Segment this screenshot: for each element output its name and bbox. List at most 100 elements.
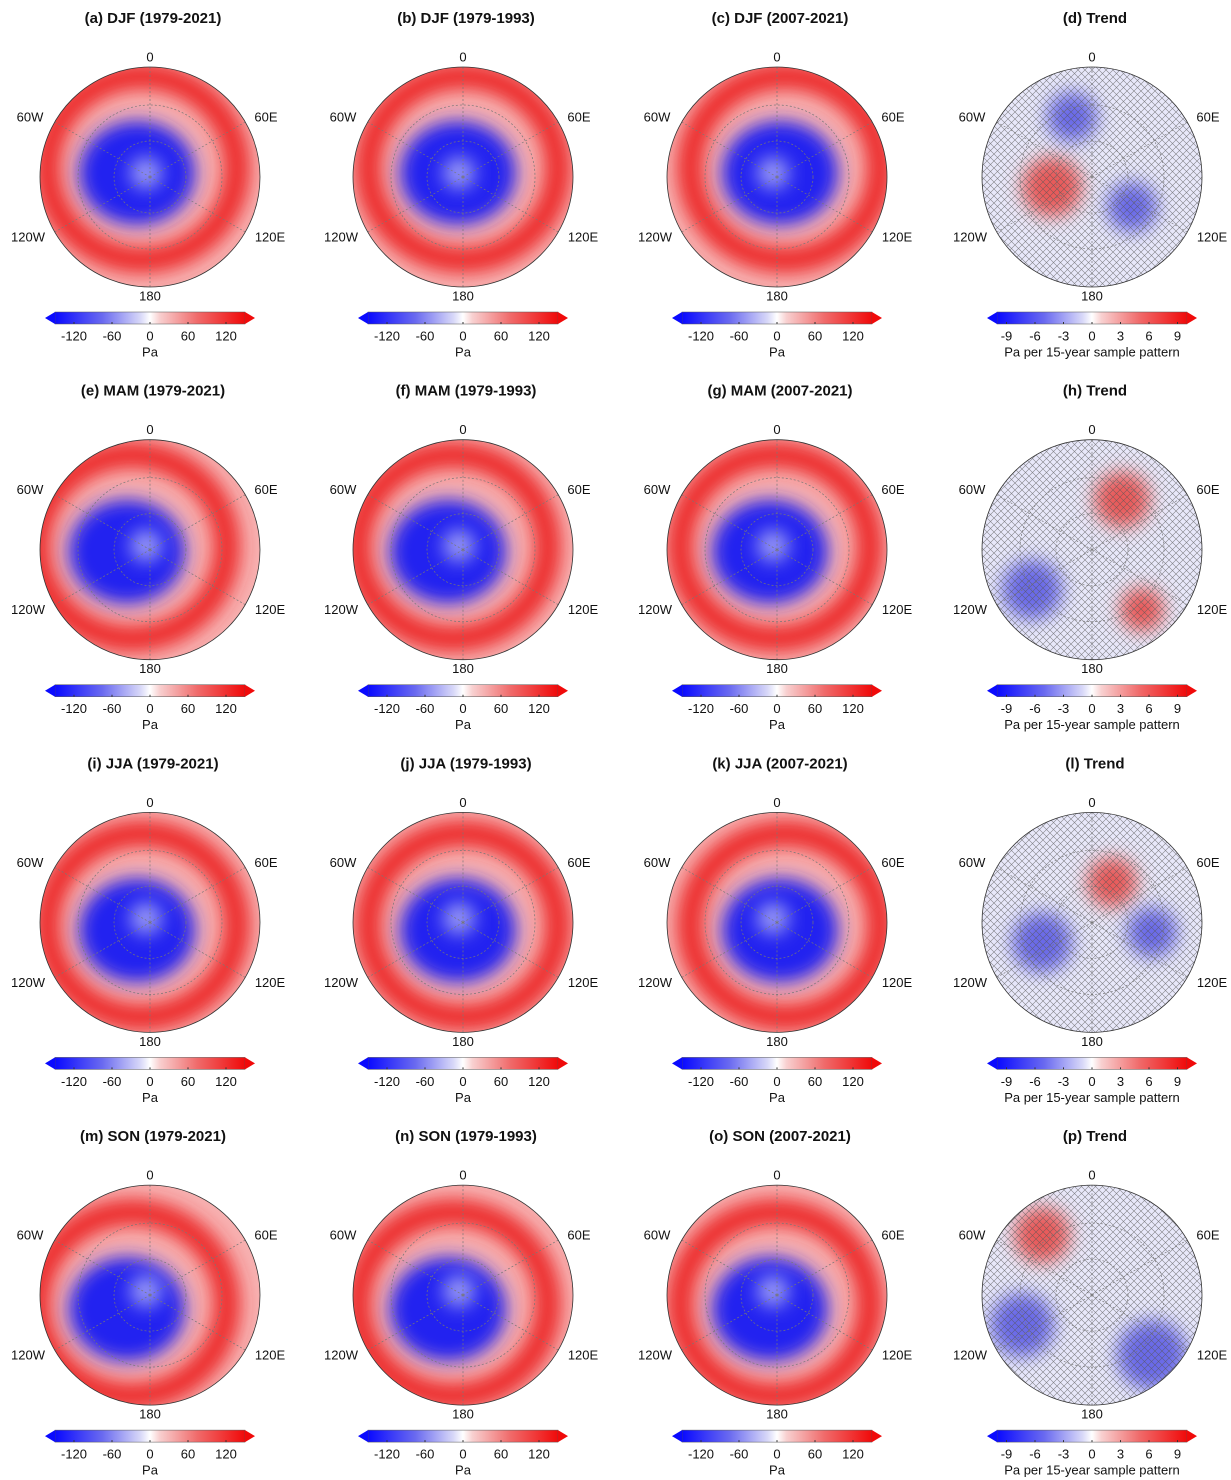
longitude-label: 180 (452, 661, 474, 676)
map-border (666, 439, 888, 661)
panel: (f) MAM (1979-1993) 0 60E 120E 180 120W 60W -12… (324, 383, 598, 732)
longitude-label: 120W (638, 1348, 673, 1363)
colorbar-tick-label: 9 (1174, 701, 1181, 716)
longitude-label: 60W (17, 1228, 44, 1243)
colorbar-tick-label: 0 (773, 1447, 780, 1462)
field-low (390, 1257, 506, 1362)
longitude-label: 120E (568, 975, 599, 990)
colorbar-tick-label: -120 (688, 1447, 714, 1462)
colorbar-label: Pa per 15-year sample pattern (1004, 1463, 1180, 1478)
colorbar-tick-label: -120 (61, 701, 87, 716)
colorbar-tick-label: 0 (146, 1074, 153, 1089)
longitude-label: 120E (255, 602, 286, 617)
longitude-label: 180 (452, 1407, 474, 1422)
field-high (40, 1199, 240, 1406)
longitude-label: 120W (953, 975, 988, 990)
longitude-label: 0 (459, 795, 466, 810)
colorbar-tick-label: -9 (1001, 1447, 1013, 1462)
colorbar-tick-label: 0 (459, 701, 466, 716)
colorbar-tick-label: -3 (1058, 1447, 1070, 1462)
colorbar-tick-label: -6 (1029, 1074, 1041, 1089)
panel-title: (d) Trend (1063, 10, 1127, 27)
field-high (353, 441, 561, 652)
panel: (o) SON (2007-2021) 0 60E 120E 180 120W 60W -12… (638, 1128, 912, 1477)
colorbar-extend (987, 312, 997, 324)
field-center (757, 1275, 789, 1308)
colorbar-tick-label: -60 (103, 701, 122, 716)
colorbar-tick-label: -120 (688, 701, 714, 716)
colorbar-tick-label: 3 (1117, 1447, 1124, 1462)
colorbar-extend (245, 1057, 255, 1070)
longitude-label: 180 (139, 1407, 161, 1422)
field-high (40, 441, 240, 652)
map (40, 812, 260, 1033)
colorbar-tick-label: 0 (773, 701, 780, 716)
colorbar-extend (1187, 1057, 1197, 1070)
longitude-label: 60W (959, 855, 986, 870)
longitude-label: 0 (773, 1168, 780, 1183)
colorbar-tick-label: 60 (494, 1447, 508, 1462)
panel: (h) Trend 0 60E 120E 180 120W 60W -9 -6 -3 0 3 6 9Pa … (953, 383, 1227, 732)
longitude-label: 60E (1196, 109, 1219, 124)
map (982, 439, 1202, 660)
colorbar-extend (245, 1430, 255, 1443)
map-border (981, 1184, 1203, 1406)
panel-title: (e) MAM (1979-2021) (81, 383, 225, 400)
colorbar-tick-label: -60 (730, 701, 749, 716)
colorbar-tick-label: 0 (146, 1447, 153, 1462)
colorbar-extend (358, 1057, 368, 1070)
colorbar-tick-label: -60 (103, 1074, 122, 1089)
longitude-label: 60W (644, 1228, 671, 1243)
colorbar-label: Pa (769, 717, 786, 732)
map-border (666, 66, 888, 288)
colorbar-tick-label: 0 (146, 701, 153, 716)
map (353, 812, 573, 1033)
map-border (666, 1184, 888, 1406)
colorbar-label: Pa per 15-year sample pattern (1004, 344, 1180, 359)
colorbar-tick-label: 120 (528, 1074, 550, 1089)
colorbar-extend (558, 312, 568, 324)
panel-title: (h) Trend (1063, 383, 1127, 400)
map (667, 1185, 887, 1406)
panel: (d) Trend 0 60E 120E 180 120W 60W -9 -6 -3 0 3 6 9Pa … (953, 10, 1227, 359)
longitude-label: 60W (959, 1228, 986, 1243)
longitude-label: 0 (773, 49, 780, 64)
field-high (677, 820, 887, 1031)
colorbar-tick-label: 0 (773, 328, 780, 343)
panel-title: (a) DJF (1979-2021) (85, 10, 222, 27)
colorbar-tick-label: 120 (842, 701, 864, 716)
colorbar-tick-label: 60 (494, 328, 508, 343)
colorbar-tick-label: 60 (181, 328, 195, 343)
colorbar-tick-label: -3 (1058, 701, 1070, 716)
colorbar-tick-label: 9 (1174, 328, 1181, 343)
colorbar-label: Pa (142, 717, 159, 732)
colorbar-label: Pa (769, 1090, 786, 1105)
panel-title: (g) MAM (2007-2021) (707, 383, 852, 400)
longitude-label: 120W (11, 1348, 46, 1363)
longitude-label: 180 (766, 1034, 788, 1049)
longitude-label: 60E (881, 1228, 904, 1243)
map-border (39, 1184, 261, 1406)
longitude-label: 0 (1088, 1168, 1095, 1183)
field-high (40, 67, 250, 273)
colorbar-extend (1187, 684, 1197, 697)
colorbar-label: Pa (769, 1463, 786, 1478)
field-high (353, 1199, 561, 1406)
colorbar-tick-label: -3 (1058, 1074, 1070, 1089)
colorbar-tick-label: -60 (103, 1447, 122, 1462)
colorbar-extend (245, 684, 255, 697)
colorbar-tick-label: 9 (1174, 1074, 1181, 1089)
longitude-label: 0 (1088, 795, 1095, 810)
longitude-label: 60E (1196, 855, 1219, 870)
map (40, 1185, 260, 1406)
longitude-label: 120W (638, 229, 673, 244)
colorbar-tick-label: -60 (416, 328, 435, 343)
field-center (443, 529, 475, 562)
longitude-label: 180 (452, 288, 474, 303)
field-center (757, 902, 789, 935)
colorbar-extend (45, 312, 55, 324)
colorbar-extend (672, 1430, 682, 1443)
field-low (69, 1257, 185, 1362)
panel-title: (l) Trend (1065, 755, 1124, 772)
longitude-label: 0 (773, 422, 780, 437)
